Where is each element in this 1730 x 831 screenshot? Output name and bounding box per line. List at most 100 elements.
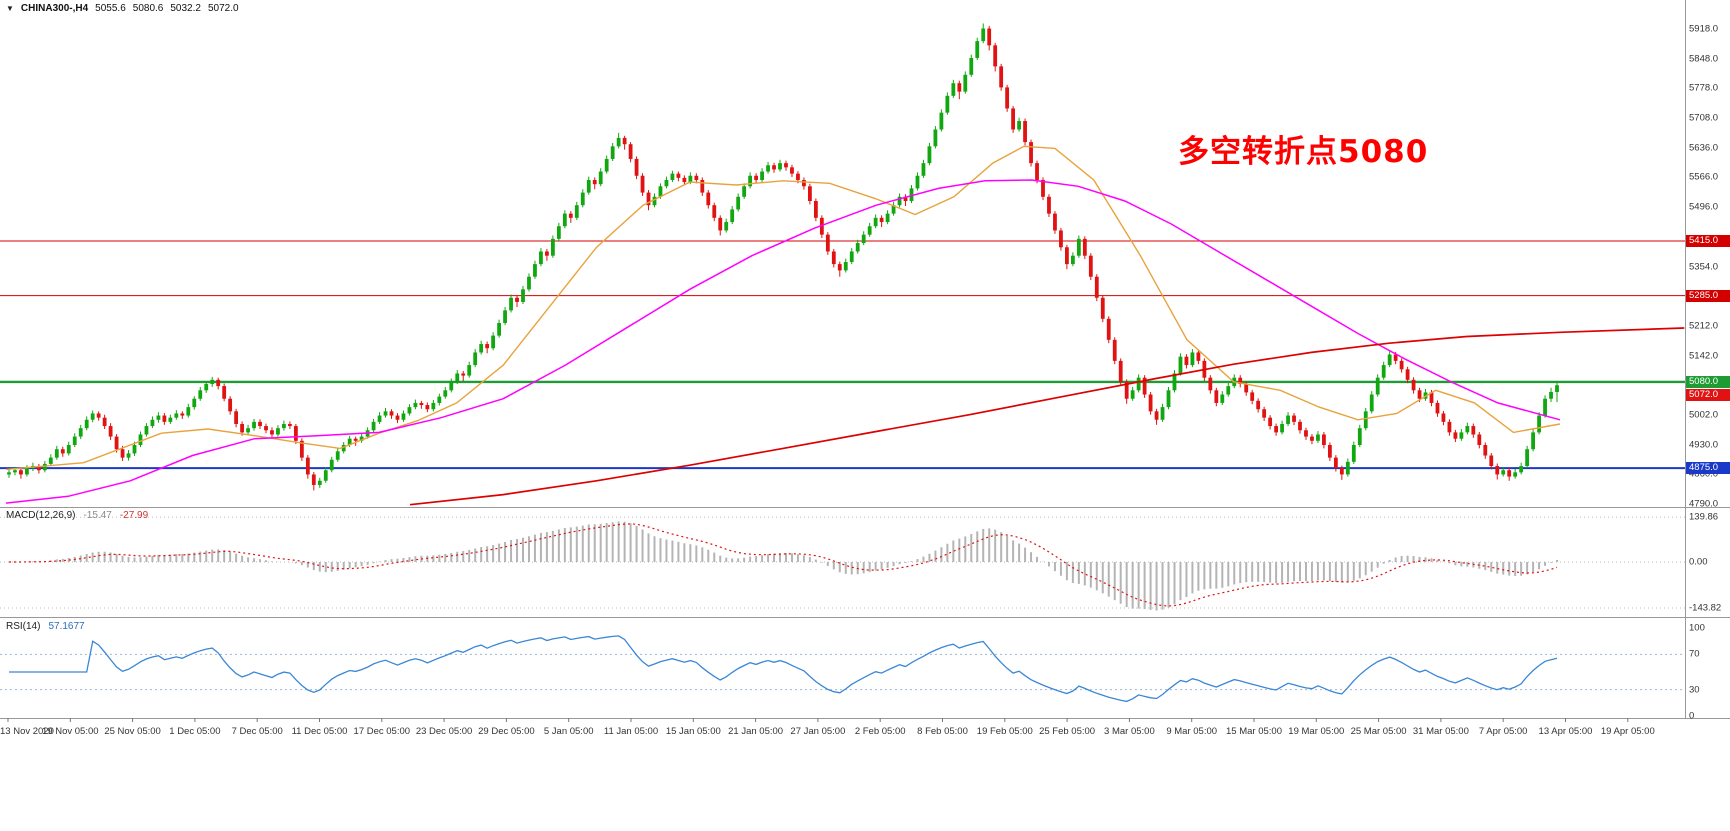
candle	[293, 423, 298, 445]
candle	[180, 411, 185, 419]
candle	[1513, 468, 1518, 479]
candle	[96, 411, 101, 421]
candle	[1531, 429, 1536, 452]
candle	[252, 418, 256, 431]
candle	[1166, 386, 1171, 410]
candle	[562, 210, 567, 229]
candle	[766, 161, 770, 174]
candle	[323, 467, 328, 483]
candle	[455, 370, 460, 384]
candle	[981, 23, 986, 44]
candle	[54, 445, 59, 460]
ma-mid-magenta	[5, 179, 1561, 504]
candle	[1435, 400, 1440, 417]
candle	[634, 156, 639, 180]
candle	[1304, 427, 1308, 440]
macd-panel[interactable]	[0, 516, 1685, 611]
candle	[610, 142, 615, 162]
candle	[1106, 316, 1111, 344]
candle	[1292, 413, 1296, 426]
candle	[521, 285, 525, 305]
candle	[867, 222, 872, 237]
candle	[819, 215, 824, 239]
candle	[694, 173, 699, 184]
candle	[1160, 403, 1165, 422]
rsi-panel[interactable]	[0, 635, 1685, 703]
candle	[861, 231, 866, 246]
candle	[1070, 252, 1075, 267]
candle	[174, 410, 179, 420]
candle	[1059, 227, 1063, 251]
candle	[192, 396, 197, 410]
candle	[1011, 105, 1016, 133]
candle	[1023, 118, 1027, 146]
candle	[1471, 423, 1476, 438]
candle	[1519, 462, 1524, 475]
candle	[616, 132, 621, 149]
candle	[652, 193, 657, 208]
candle	[730, 206, 735, 225]
candle	[258, 419, 262, 430]
horizontal-levels[interactable]	[0, 240, 1685, 470]
candle	[1172, 370, 1177, 393]
candle	[305, 455, 310, 479]
candle	[1250, 389, 1255, 405]
candle	[1190, 349, 1195, 368]
candle	[377, 412, 382, 424]
candle	[317, 477, 322, 488]
candle	[1286, 412, 1290, 427]
candle	[264, 423, 268, 434]
candle	[784, 160, 788, 171]
candle	[1453, 429, 1458, 443]
candle	[879, 215, 884, 228]
candle	[622, 135, 627, 150]
candle	[556, 222, 561, 241]
candle	[999, 63, 1004, 91]
candle	[772, 162, 776, 173]
candle	[443, 386, 448, 399]
ma-fast-orange	[5, 145, 1561, 471]
candle	[108, 423, 113, 440]
candle	[646, 190, 651, 211]
candle	[216, 377, 221, 390]
candle	[975, 37, 980, 61]
candle	[951, 79, 956, 98]
candle	[1333, 455, 1338, 472]
candle	[790, 164, 794, 178]
candle	[461, 370, 466, 382]
candle	[1136, 374, 1141, 393]
candle	[401, 410, 406, 422]
candle	[670, 170, 675, 183]
candle	[1310, 434, 1314, 445]
candle	[1465, 422, 1470, 435]
candle	[802, 177, 806, 190]
candle	[1118, 358, 1123, 386]
candle	[425, 402, 430, 413]
candle	[102, 414, 107, 430]
candle	[156, 412, 161, 423]
candle	[270, 427, 274, 438]
candle	[909, 185, 914, 204]
candle	[706, 190, 711, 209]
candle	[604, 155, 609, 174]
candle	[1082, 236, 1087, 260]
candle	[210, 376, 215, 387]
candle	[550, 235, 555, 258]
candle	[933, 126, 938, 149]
candle	[246, 424, 250, 435]
candle	[580, 189, 585, 208]
candle	[664, 176, 669, 189]
candle	[389, 409, 394, 419]
candle	[843, 258, 848, 273]
candle	[186, 403, 191, 418]
candle	[1477, 431, 1482, 449]
candle	[963, 71, 968, 94]
candle	[1411, 377, 1416, 394]
candle	[1088, 253, 1093, 281]
candle	[1053, 211, 1057, 234]
candle	[1369, 391, 1374, 414]
candle	[1327, 442, 1332, 461]
candle	[7, 469, 11, 478]
candle	[1441, 410, 1446, 426]
